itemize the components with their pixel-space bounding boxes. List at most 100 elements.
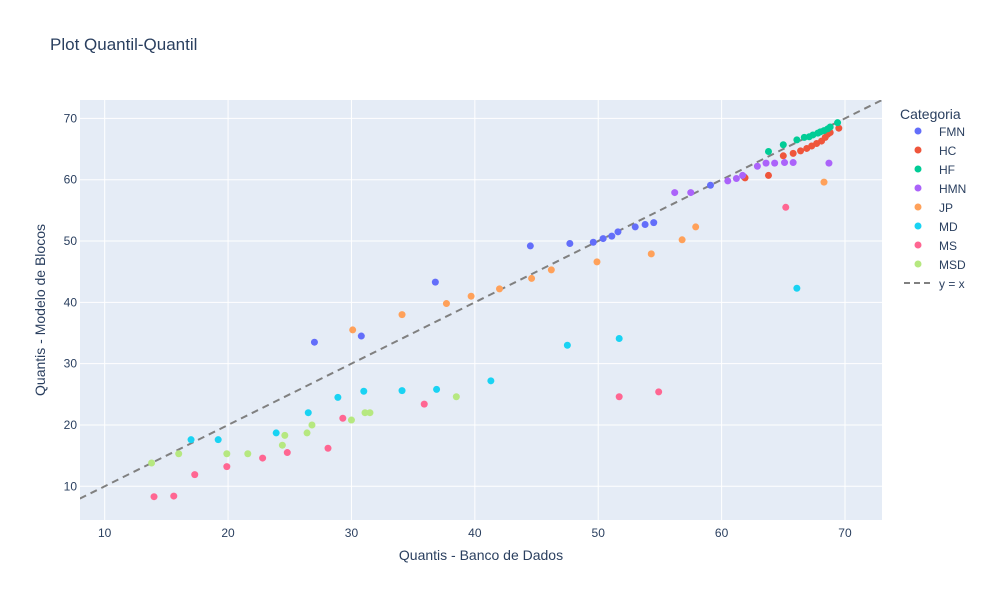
- point-ms: [339, 414, 347, 422]
- point-md: [487, 377, 495, 385]
- legend-item-hf[interactable]: HF: [914, 163, 956, 177]
- point-md: [398, 387, 406, 395]
- point-fmn: [566, 239, 574, 247]
- legend-label: FMN: [939, 125, 965, 139]
- point-hf: [793, 136, 801, 144]
- y-tick-label: 20: [64, 418, 78, 432]
- legend-item-reference-line[interactable]: y = x: [904, 277, 965, 291]
- point-ms: [170, 492, 178, 500]
- data-points: [148, 119, 843, 501]
- point-md: [272, 429, 280, 437]
- point-jp: [467, 292, 475, 300]
- point-md: [433, 385, 441, 393]
- point-hf: [826, 123, 834, 131]
- legend-item-jp[interactable]: JP: [914, 201, 954, 215]
- point-jp: [496, 285, 504, 293]
- legend-marker: [914, 260, 922, 268]
- point-msd: [278, 441, 286, 449]
- point-hmn: [789, 159, 797, 167]
- x-tick-label: 40: [468, 526, 482, 540]
- y-tick-label: 30: [64, 357, 78, 371]
- legend-marker: [914, 203, 922, 211]
- x-tick-label: 20: [221, 526, 235, 540]
- point-msd: [175, 450, 183, 458]
- point-fmn: [641, 220, 649, 228]
- point-ms: [655, 388, 663, 396]
- point-jp: [692, 223, 700, 231]
- legend-item-hc[interactable]: HC: [914, 144, 957, 158]
- point-md: [214, 436, 222, 444]
- point-ms: [782, 203, 790, 211]
- point-hc: [764, 171, 772, 179]
- x-tick-label: 60: [715, 526, 729, 540]
- point-fmn: [589, 238, 597, 246]
- point-fmn: [608, 232, 616, 240]
- point-md: [563, 341, 571, 349]
- point-msd: [223, 450, 231, 458]
- x-tick-label: 10: [98, 526, 112, 540]
- tick-labels: 10 20 30 40 50 60 70 10 20 30 40 50 60 70: [64, 111, 852, 540]
- point-hmn: [771, 159, 779, 167]
- reference-line-y-equals-x: [80, 100, 882, 500]
- legend-label: y = x: [939, 277, 965, 291]
- legend-marker: [914, 146, 922, 154]
- x-axis-label: Quantis - Banco de Dados: [399, 547, 563, 563]
- point-md: [615, 335, 623, 343]
- legend-label: MSD: [939, 258, 966, 272]
- point-hmn: [724, 177, 732, 185]
- point-msd: [308, 421, 316, 429]
- point-jp: [547, 266, 555, 274]
- point-hmn: [762, 159, 770, 167]
- point-fmn: [431, 278, 439, 286]
- point-ms: [420, 400, 428, 408]
- legend[interactable]: Categoria FMN HC HF HMN JP MD MS MSD y = x: [900, 106, 966, 291]
- point-ms: [615, 393, 623, 401]
- point-hmn: [732, 174, 740, 182]
- point-hc: [779, 152, 787, 160]
- point-hf: [834, 119, 842, 127]
- legend-item-fmn[interactable]: FMN: [914, 125, 966, 139]
- legend-label: MD: [939, 220, 958, 234]
- point-hf: [779, 141, 787, 149]
- point-hmn: [781, 159, 789, 167]
- legend-item-md[interactable]: MD: [914, 220, 958, 234]
- point-jp: [820, 178, 828, 186]
- point-hf: [764, 148, 772, 156]
- y-tick-label: 40: [64, 295, 78, 309]
- point-msd: [244, 450, 252, 458]
- point-hc: [797, 147, 805, 155]
- y-tick-label: 60: [64, 173, 78, 187]
- point-md: [187, 436, 195, 444]
- legend-label: JP: [939, 201, 953, 215]
- point-ms: [324, 444, 332, 452]
- legend-marker: [914, 222, 922, 230]
- legend-label: HC: [939, 144, 957, 158]
- legend-marker: [914, 165, 922, 173]
- legend-marker: [914, 184, 922, 192]
- point-fmn: [526, 242, 534, 250]
- point-ms: [223, 463, 231, 471]
- y-axis-label: Quantis - Modelo de Blocos: [32, 224, 48, 396]
- point-ms: [259, 454, 267, 462]
- point-md: [793, 284, 801, 292]
- point-hmn: [825, 159, 833, 167]
- legend-label: MS: [939, 239, 957, 253]
- point-hmn: [671, 189, 679, 197]
- legend-item-msd[interactable]: MSD: [914, 258, 967, 272]
- point-msd: [366, 409, 374, 417]
- legend-marker: [914, 127, 922, 135]
- point-jp: [349, 326, 357, 334]
- point-msd: [361, 409, 369, 417]
- legend-title: Categoria: [900, 106, 961, 122]
- point-hmn: [687, 189, 695, 197]
- x-tick-label: 30: [345, 526, 359, 540]
- point-fmn: [357, 332, 365, 340]
- legend-item-hmn[interactable]: HMN: [914, 182, 967, 196]
- point-hc: [789, 149, 797, 157]
- point-msd: [281, 431, 289, 439]
- legend-item-ms[interactable]: MS: [914, 239, 958, 253]
- reference-line-group: [80, 100, 882, 500]
- point-fmn: [599, 235, 607, 243]
- point-fmn: [614, 228, 622, 236]
